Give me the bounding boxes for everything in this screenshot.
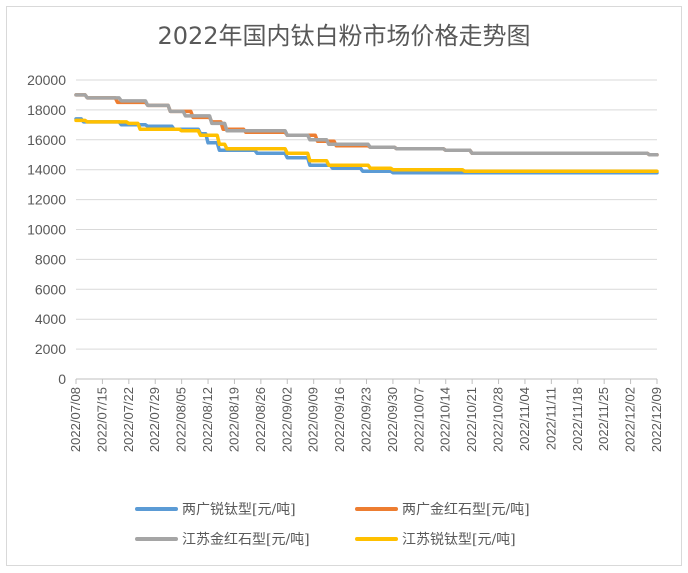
x-tick-label: 2022/09/30 (385, 387, 400, 452)
x-tick-label: 2022/12/02 (623, 387, 638, 452)
y-tick-label: 18000 (27, 102, 66, 118)
x-tick-label: 2022/08/19 (226, 387, 241, 452)
y-tick-label: 20000 (27, 72, 66, 88)
x-tick-label: 2022/10/14 (438, 387, 453, 452)
x-tick-label: 2022/07/22 (121, 387, 136, 452)
series-line-3 (74, 93, 659, 157)
x-tick-label: 2022/10/07 (411, 387, 426, 452)
x-tick-label: 2022/09/16 (332, 387, 347, 452)
legend: 两广锐钛型[元/吨] 两广金红石型[元/吨] 江苏金红石型[元/吨] 江苏锐钛型[元/… (135, 502, 530, 548)
x-tick-label: 2022/08/05 (174, 387, 189, 452)
y-tick-label: 6000 (35, 281, 66, 297)
x-tick-label: 2022/11/18 (570, 387, 585, 451)
y-tick-label: 8000 (35, 251, 66, 267)
legend-entry: 两广锐钛型[元/吨] (182, 502, 296, 518)
y-tick-label: 16000 (27, 132, 66, 148)
x-tick-label: 2022/08/12 (200, 387, 215, 452)
legend-entry: 江苏锐钛型[元/吨] (402, 532, 516, 548)
x-tick-label: 2022/07/15 (94, 387, 109, 452)
y-tick-label: 10000 (27, 222, 66, 238)
x-tick-label: 2022/11/04 (517, 387, 532, 451)
legend-entry: 两广金红石型[元/吨] (402, 502, 530, 518)
chart-title: 2022年国内钛白粉市场价格走势图 (157, 22, 530, 50)
y-tick-label: 4000 (35, 311, 66, 327)
y-tick-label: 14000 (27, 162, 66, 178)
x-tick-label: 2022/07/29 (147, 387, 162, 452)
x-axis (75, 378, 658, 384)
x-tick-label: 2022/10/28 (491, 387, 506, 452)
x-tick-label: 2022/12/09 (649, 387, 664, 452)
y-tick-label: 2000 (35, 341, 66, 357)
y-tick-label: 0 (58, 371, 66, 387)
legend-entry: 江苏金红石型[元/吨] (182, 532, 310, 548)
x-tick-label: 2022/10/21 (464, 387, 479, 452)
x-tick-label: 2022/08/26 (253, 387, 268, 452)
y-tick-label: 12000 (27, 192, 66, 208)
x-tick-label: 2022/09/23 (359, 387, 374, 452)
y-axis-ticks: 0 2000 4000 6000 8000 10000 12000 14000 16000 180… (27, 72, 66, 387)
x-tick-label: 2022/11/25 (596, 387, 611, 451)
x-tick-label: 2022/09/02 (279, 387, 294, 452)
x-tick-label: 2022/07/08 (68, 387, 83, 452)
x-tick-label: 2022/11/11 (543, 387, 558, 450)
x-tick-label: 2022/09/09 (306, 387, 321, 452)
series-line-4 (74, 118, 659, 173)
x-axis-ticks: 2022/07/08 2022/07/15 2022/07/22 2022/07/29… (68, 387, 664, 452)
gridlines (76, 79, 657, 350)
series-lines (74, 93, 659, 175)
